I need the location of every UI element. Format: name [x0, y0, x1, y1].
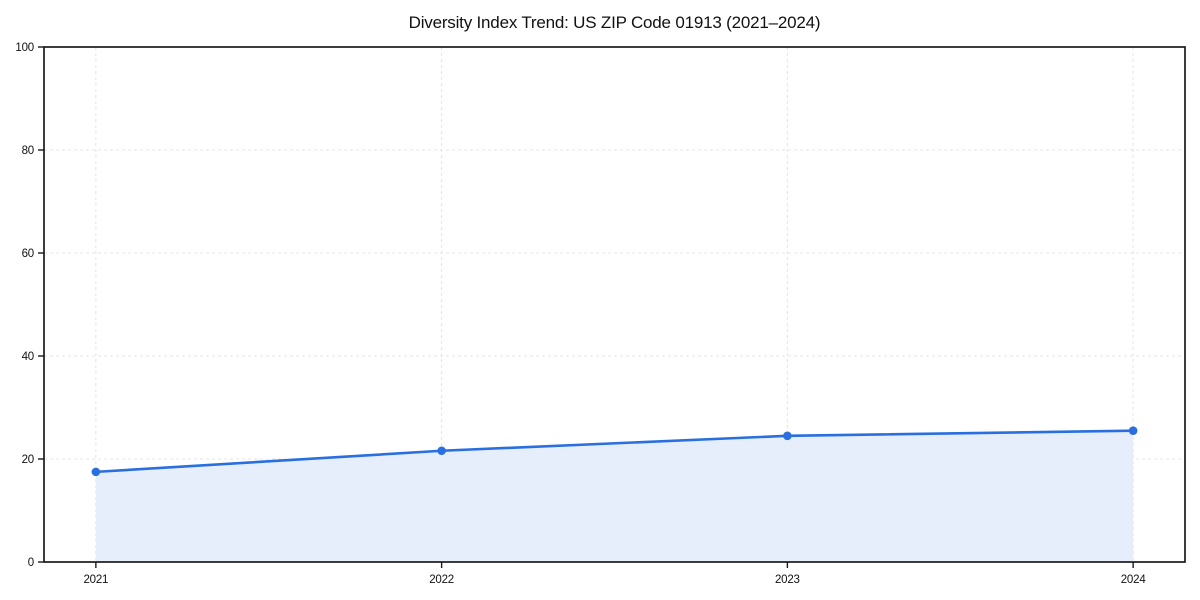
y-tick-label: 80 [22, 145, 34, 157]
x-tick-label: 2023 [775, 574, 800, 586]
x-tick-label: 2021 [83, 574, 108, 586]
y-tick-label: 0 [28, 557, 34, 569]
chart-title: Diversity Index Trend: US ZIP Code 01913… [408, 13, 821, 32]
data-point [783, 431, 792, 441]
y-tick-label: 100 [15, 42, 34, 54]
data-point [91, 467, 101, 477]
x-tick-label: 2024 [1121, 574, 1147, 586]
area-fill [95, 430, 1134, 562]
data-point [1128, 426, 1138, 435]
trend-line [94, 429, 1135, 474]
y-tick-label: 20 [22, 454, 34, 466]
plot-border [43, 46, 1186, 563]
y-tick-label: 40 [22, 351, 34, 363]
y-tick-label: 60 [22, 248, 34, 260]
data-point [437, 446, 446, 456]
x-tick-label: 2022 [429, 574, 454, 586]
